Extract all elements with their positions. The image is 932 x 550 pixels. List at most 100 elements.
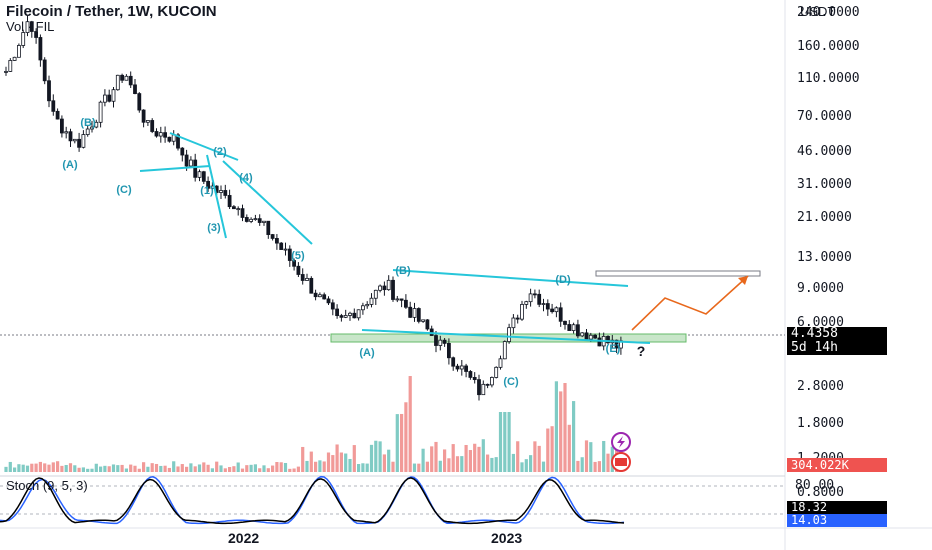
candle[interactable] (236, 208, 241, 211)
candle[interactable] (468, 371, 473, 378)
candle[interactable] (38, 37, 43, 61)
candle[interactable] (253, 218, 258, 221)
candle[interactable] (98, 101, 103, 123)
candle[interactable] (606, 335, 610, 344)
candle[interactable] (266, 220, 271, 235)
candle[interactable] (219, 190, 223, 193)
candle[interactable] (300, 274, 305, 281)
candle[interactable] (244, 217, 249, 222)
candle[interactable] (223, 190, 228, 196)
candle[interactable] (12, 56, 17, 61)
candle[interactable] (184, 154, 189, 167)
candle[interactable] (279, 242, 284, 250)
candle[interactable] (90, 126, 94, 130)
candle[interactable] (442, 339, 447, 344)
candle[interactable] (360, 305, 365, 311)
candle[interactable] (369, 297, 374, 305)
candle[interactable] (455, 365, 460, 370)
candle[interactable] (515, 317, 520, 320)
candle[interactable] (296, 265, 301, 275)
wave-label[interactable]: (B) (395, 265, 411, 277)
wave-label[interactable]: (C) (116, 184, 132, 196)
candle[interactable] (356, 309, 361, 319)
candle[interactable] (365, 304, 370, 307)
candle[interactable] (339, 315, 344, 318)
candle[interactable] (330, 302, 335, 310)
candle[interactable] (167, 136, 172, 142)
wave-label[interactable]: (E) (606, 343, 621, 355)
candle[interactable] (489, 377, 494, 386)
candle[interactable] (292, 260, 297, 267)
candle[interactable] (348, 312, 352, 316)
candle[interactable] (528, 293, 533, 303)
candle[interactable] (395, 298, 400, 301)
candle[interactable] (124, 75, 129, 81)
candle[interactable] (141, 109, 146, 123)
candle[interactable] (485, 383, 490, 386)
candle[interactable] (498, 358, 503, 368)
wave-label[interactable]: (4) (239, 172, 253, 184)
candle[interactable] (85, 128, 90, 135)
candle[interactable] (584, 332, 589, 340)
candle[interactable] (249, 218, 254, 222)
candle[interactable] (425, 319, 430, 330)
wave-label[interactable]: (A) (62, 159, 78, 171)
wave-label[interactable]: (2) (213, 146, 227, 158)
candle[interactable] (313, 292, 318, 298)
candle[interactable] (72, 138, 77, 142)
candle[interactable] (188, 159, 193, 167)
candle[interactable] (305, 277, 309, 281)
candle[interactable] (408, 306, 413, 318)
candle[interactable] (558, 307, 563, 322)
candle[interactable] (520, 304, 524, 320)
candle[interactable] (416, 308, 421, 322)
candle[interactable] (593, 334, 597, 339)
candle[interactable] (150, 120, 155, 132)
candle[interactable] (128, 75, 133, 86)
candle[interactable] (240, 208, 245, 218)
candle[interactable] (322, 294, 327, 300)
candle[interactable] (47, 80, 51, 102)
candle[interactable] (262, 220, 266, 223)
candle[interactable] (580, 332, 585, 337)
candle[interactable] (563, 320, 567, 325)
candle[interactable] (64, 131, 69, 134)
candle[interactable] (120, 74, 124, 81)
candle[interactable] (477, 379, 481, 396)
candle[interactable] (193, 159, 198, 178)
wave-label[interactable]: (3) (207, 222, 221, 234)
candle[interactable] (541, 303, 546, 305)
candle[interactable] (197, 171, 202, 178)
candle[interactable] (545, 303, 550, 310)
candle[interactable] (55, 110, 60, 120)
candle[interactable] (403, 299, 408, 308)
trendline-impulse-5[interactable] (222, 160, 313, 245)
candle[interactable] (81, 134, 86, 148)
candle[interactable] (287, 248, 292, 261)
candle[interactable] (597, 337, 602, 347)
candle[interactable] (180, 147, 185, 156)
trendline-impulse-3[interactable] (206, 154, 227, 239)
candle[interactable] (434, 335, 438, 346)
candle[interactable] (464, 365, 469, 372)
candle[interactable] (133, 84, 137, 94)
candle[interactable] (111, 89, 116, 102)
candle[interactable] (507, 327, 512, 342)
candle[interactable] (163, 132, 168, 138)
candle[interactable] (567, 324, 572, 331)
candle[interactable] (472, 377, 477, 381)
candle[interactable] (103, 94, 107, 103)
wave-label[interactable]: (1) (200, 185, 214, 197)
candle[interactable] (206, 180, 211, 189)
candle[interactable] (352, 312, 357, 319)
projection-path[interactable] (631, 275, 749, 331)
candle[interactable] (391, 279, 395, 300)
candle[interactable] (257, 218, 262, 223)
stoch-indicator-label[interactable]: Stoch (9, 5, 3) (6, 478, 88, 493)
trendline-triangle-bottom[interactable] (139, 165, 211, 172)
candle[interactable] (494, 366, 499, 378)
candle[interactable] (382, 285, 387, 291)
symbol-title[interactable]: Filecoin / Tether, 1W, KUCOIN (6, 3, 217, 20)
candle[interactable] (317, 294, 322, 298)
